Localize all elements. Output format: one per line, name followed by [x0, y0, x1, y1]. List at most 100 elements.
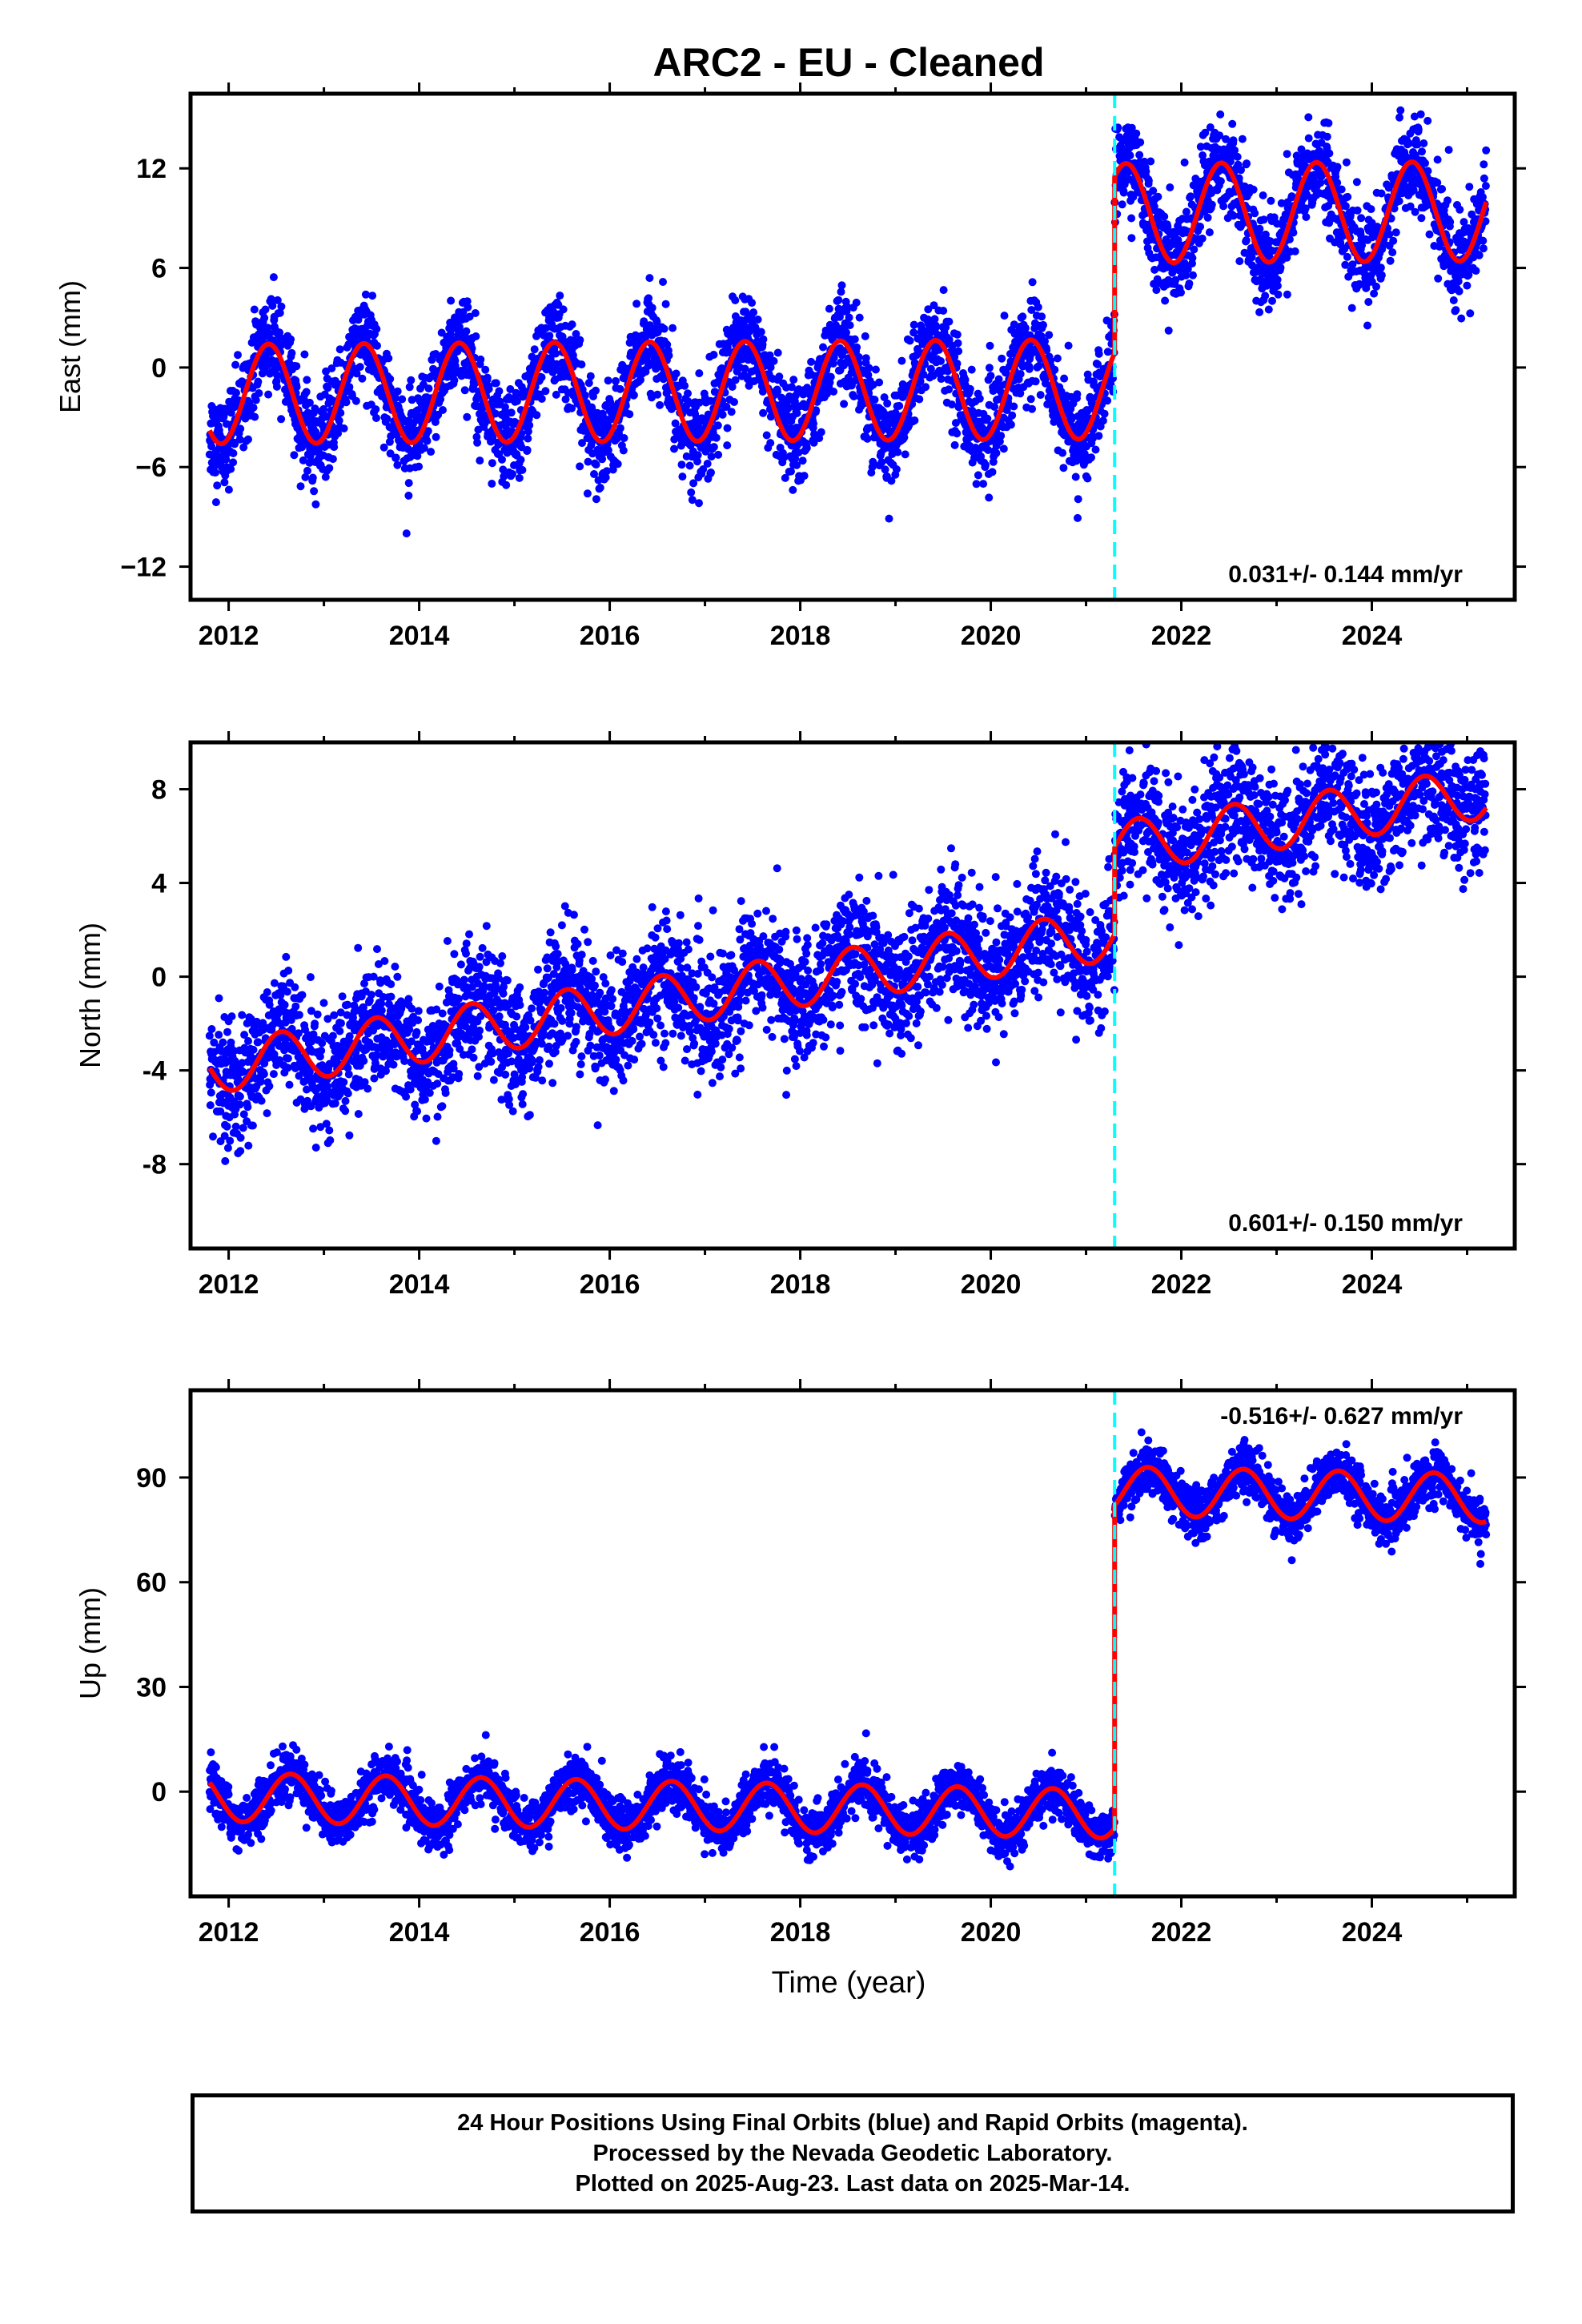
data-point: [236, 1147, 245, 1156]
x-tick-label: 2014: [389, 621, 450, 651]
data-point: [327, 364, 336, 372]
data-point: [530, 345, 539, 354]
data-point: [773, 388, 781, 396]
data-point: [870, 396, 879, 404]
data-point: [854, 352, 863, 361]
data-point: [331, 1099, 339, 1108]
data-point: [420, 444, 428, 452]
data-point: [507, 408, 516, 417]
data-point: [213, 481, 222, 490]
data-point: [861, 354, 870, 363]
data-point: [1098, 416, 1107, 425]
data-point: [982, 460, 990, 469]
data-point: [1283, 290, 1291, 299]
data-point: [292, 362, 301, 371]
data-point: [568, 404, 576, 412]
data-point: [311, 404, 319, 413]
data-point: [1042, 346, 1051, 355]
data-point: [1291, 247, 1299, 255]
data-point: [865, 364, 873, 372]
data-point: [561, 395, 570, 404]
data-point: [231, 360, 240, 369]
data-point: [352, 369, 361, 378]
data-point: [780, 453, 789, 461]
data-point: [616, 424, 624, 432]
data-point: [398, 395, 407, 404]
data-point: [837, 281, 846, 290]
data-point: [254, 1038, 263, 1047]
data-point: [298, 991, 307, 999]
data-point: [671, 419, 680, 428]
data-point: [1435, 243, 1443, 251]
data-point: [1277, 199, 1286, 207]
data-point: [787, 467, 795, 476]
data-point: [1411, 207, 1419, 216]
data-point: [379, 443, 388, 452]
data-point: [249, 1045, 258, 1054]
data-point: [244, 435, 252, 444]
data-point: [472, 432, 481, 441]
data-point: [707, 468, 715, 476]
data-point: [272, 382, 281, 391]
data-point: [518, 465, 527, 474]
data-point: [1376, 263, 1385, 272]
data-point: [1395, 113, 1403, 122]
data-point: [206, 1101, 215, 1110]
data-point: [586, 372, 595, 380]
data-point: [1249, 185, 1258, 194]
data-point: [871, 365, 880, 374]
data-point: [1449, 296, 1458, 304]
data-point: [915, 395, 924, 404]
data-point: [596, 484, 604, 492]
data-point: [919, 370, 928, 379]
data-point: [525, 421, 534, 429]
data-point: [343, 1000, 352, 1009]
data-point: [684, 389, 692, 398]
panel-north: 2012 2014 2016 2018 2020 2022 2024-8-4048North…: [74, 731, 1526, 1300]
data-point: [837, 287, 845, 296]
data-point: [377, 999, 386, 1008]
data-point: [207, 1088, 215, 1097]
data-point: [869, 457, 877, 466]
data-point: [1182, 271, 1191, 279]
data-point: [1034, 303, 1042, 312]
data-point: [556, 292, 564, 300]
data-point: [1127, 214, 1136, 223]
data-point: [1205, 228, 1214, 237]
data-point: [793, 409, 801, 417]
data-point: [207, 1025, 216, 1033]
data-point: [427, 448, 436, 456]
data-point: [1472, 267, 1480, 275]
data-point: [616, 384, 624, 393]
data-point: [1127, 234, 1136, 243]
data-point: [601, 473, 610, 482]
data-point: [619, 446, 628, 455]
data-point: [1347, 304, 1356, 312]
data-point: [881, 465, 889, 474]
data-point: [323, 1096, 331, 1104]
data-point: [290, 451, 299, 460]
data-point: [604, 376, 612, 385]
data-point: [1396, 106, 1405, 115]
data-point: [835, 312, 844, 321]
data-point: [268, 301, 277, 310]
data-point: [277, 302, 286, 311]
data-point: [843, 302, 851, 311]
data-point: [325, 1126, 334, 1135]
data-point: [439, 406, 447, 414]
data-point: [864, 371, 873, 380]
data-point: [343, 1089, 352, 1098]
data-point: [448, 324, 457, 333]
data-point: [852, 298, 861, 307]
data-point: [1166, 183, 1174, 191]
data-point: [689, 479, 698, 488]
data-point: [1283, 253, 1291, 262]
data-point: [1386, 256, 1395, 265]
data-point: [235, 1092, 244, 1101]
data-point: [999, 444, 1008, 453]
data-point: [276, 991, 285, 999]
data-point: [229, 458, 238, 467]
data-point: [311, 1144, 320, 1152]
data-point: [985, 364, 994, 372]
